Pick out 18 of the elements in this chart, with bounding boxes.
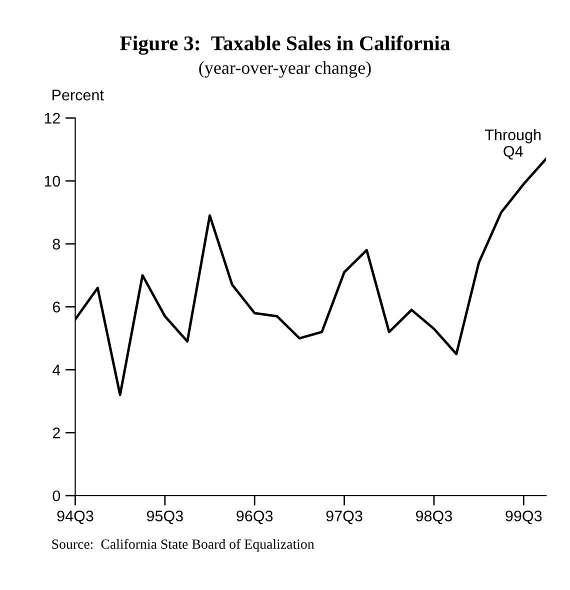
x-tick-label: 95Q3 — [146, 510, 183, 524]
chart-subtitle: (year-over-year change) — [199, 61, 371, 78]
x-tick-label: 98Q3 — [416, 510, 452, 524]
y-tick-label: 4 — [52, 364, 60, 376]
y-tick-label: 12 — [44, 112, 60, 124]
annotation: Through Q4 — [484, 129, 541, 160]
source-note: Source: California State Board of Equalization — [52, 538, 314, 552]
x-tick-label: 99Q3 — [506, 510, 542, 524]
x-tick-label: 97Q3 — [326, 510, 362, 524]
y-tick-label: 10 — [44, 176, 60, 187]
y-tick-label: 0 — [52, 490, 60, 502]
y-axis-title: Percent — [52, 90, 104, 100]
y-tick-label: 6 — [52, 302, 60, 312]
y-tick-label: 2 — [52, 428, 60, 438]
x-tick-label: 94Q3 — [57, 510, 94, 524]
x-tick-label: 96Q3 — [236, 510, 273, 524]
y-tick-label: 8 — [52, 238, 60, 250]
chart-title: Figure 3: Taxable Sales in California — [120, 35, 450, 55]
